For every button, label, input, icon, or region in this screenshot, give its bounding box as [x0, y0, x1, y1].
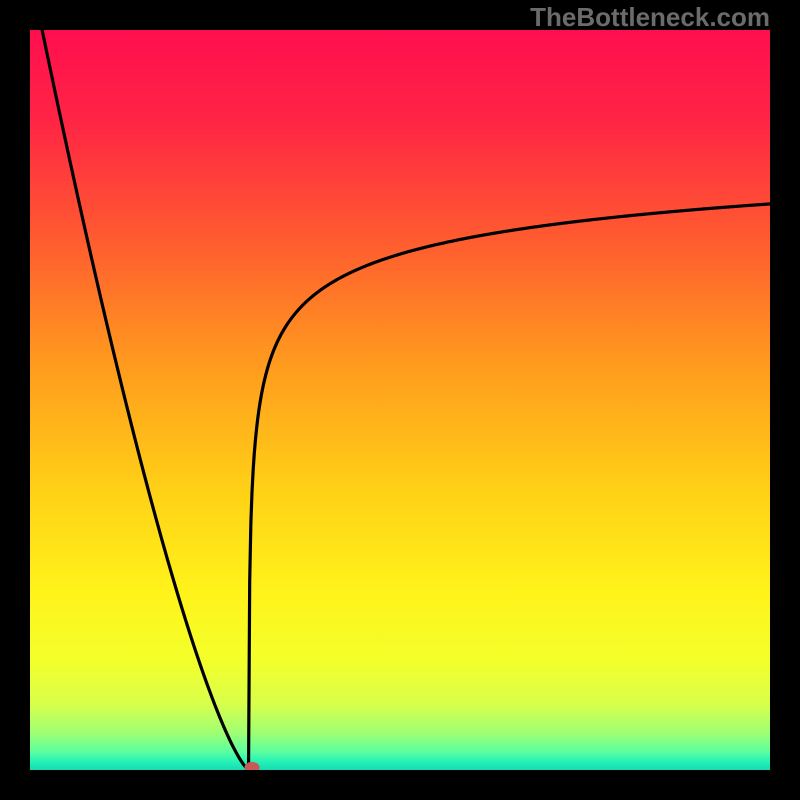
bottleneck-chart — [0, 0, 800, 800]
watermark-text: TheBottleneck.com — [530, 2, 770, 33]
chart-frame: TheBottleneck.com — [0, 0, 800, 800]
